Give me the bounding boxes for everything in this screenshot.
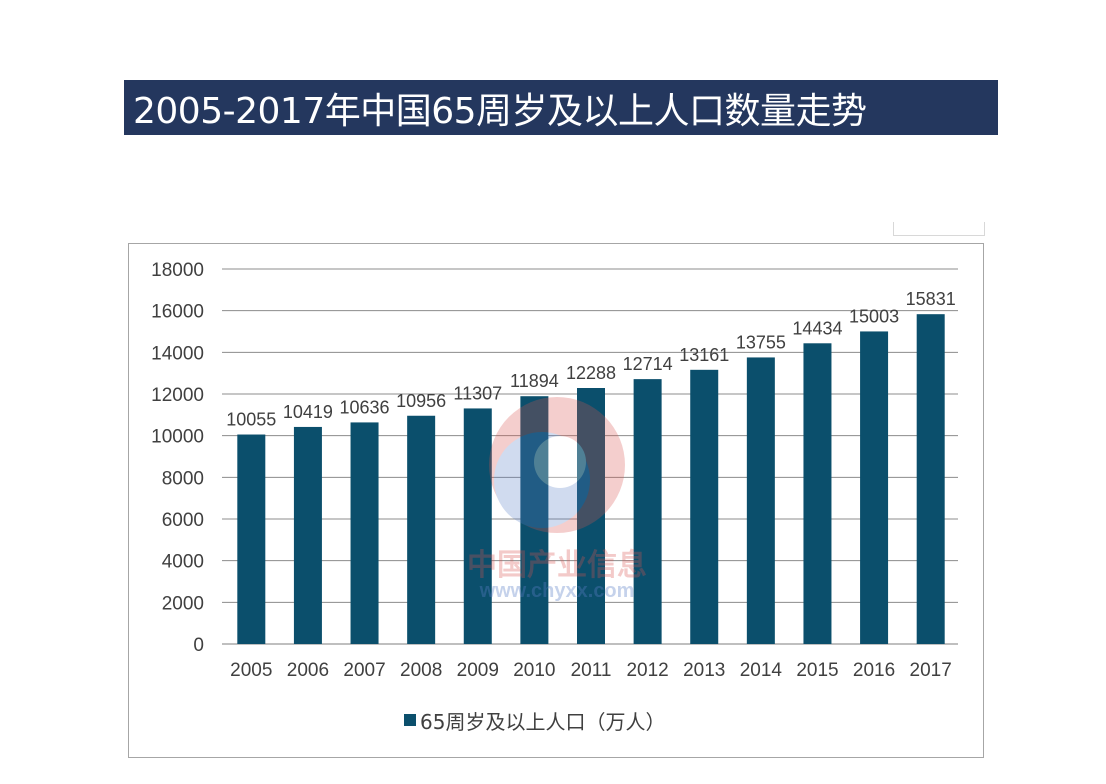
data-label: 12714 [623, 354, 673, 374]
bar [577, 388, 605, 644]
y-tick-label: 14000 [151, 343, 204, 364]
x-tick-label: 2017 [910, 660, 952, 681]
legend: 65周岁及以上人口（万人） [404, 705, 665, 735]
y-tick-label: 2000 [162, 593, 204, 614]
y-tick-label: 6000 [162, 510, 204, 531]
bar [407, 415, 436, 644]
y-tick-label: 16000 [151, 302, 204, 323]
data-label: 15003 [849, 306, 899, 326]
bar [293, 426, 322, 644]
bar [463, 408, 492, 644]
data-label: 10956 [396, 391, 446, 411]
data-label: 10636 [340, 397, 390, 417]
x-tick-label: 2014 [740, 660, 783, 681]
x-tick-label: 2016 [853, 660, 895, 681]
data-label: 15831 [906, 289, 956, 309]
data-label: 12288 [566, 363, 616, 383]
chart-title-banner: 2005-2017年中国65周岁及以上人口数量走势 [124, 80, 998, 135]
y-tick-label: 8000 [162, 468, 204, 489]
bar [350, 422, 379, 644]
x-tick-label: 2008 [400, 660, 442, 681]
x-tick-label: 2007 [343, 660, 385, 681]
bar [803, 343, 832, 644]
x-tick-label: 2005 [230, 660, 272, 681]
x-tick-label: 2012 [626, 660, 668, 681]
data-label: 10055 [226, 410, 276, 430]
y-tick-label: 12000 [151, 385, 204, 406]
bar [746, 357, 775, 644]
data-label: 14434 [792, 318, 842, 338]
chart-frame [128, 243, 984, 758]
y-tick-label: 18000 [151, 260, 204, 281]
tab-stub [893, 222, 985, 236]
bar [237, 434, 266, 644]
bar [690, 369, 719, 644]
bar [633, 379, 662, 644]
bar [916, 314, 945, 644]
data-label: 13161 [679, 345, 729, 365]
bar [860, 331, 889, 644]
legend-swatch [404, 714, 416, 726]
bar [520, 396, 549, 644]
x-tick-label: 2011 [571, 660, 612, 681]
chart-title: 2005-2017年中国65周岁及以上人口数量走势 [133, 90, 867, 132]
data-label: 13755 [736, 332, 786, 352]
x-tick-label: 2013 [683, 660, 725, 681]
data-label: 11894 [510, 371, 559, 391]
x-tick-label: 2010 [513, 660, 555, 681]
y-tick-label: 0 [193, 635, 204, 656]
x-tick-label: 2006 [287, 660, 329, 681]
x-tick-label: 2015 [796, 660, 838, 681]
x-tick-label: 2009 [457, 660, 499, 681]
legend-label: 65周岁及以上人口（万人） [420, 709, 666, 734]
y-tick-label: 10000 [151, 427, 204, 448]
y-tick-label: 4000 [162, 552, 204, 573]
data-label: 10419 [283, 402, 333, 422]
data-label: 11307 [453, 383, 502, 403]
